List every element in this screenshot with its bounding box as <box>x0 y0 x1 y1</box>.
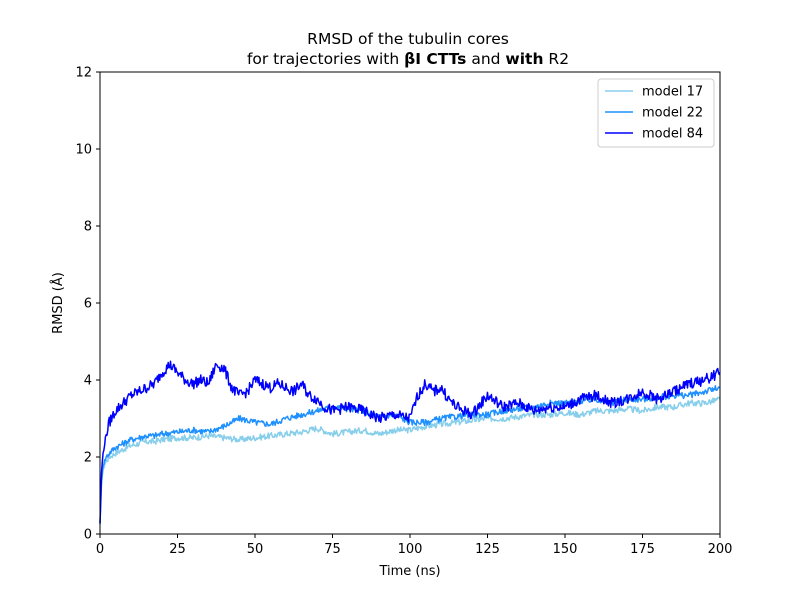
y-tick-label: 10 <box>75 143 92 158</box>
y-tick-label: 6 <box>84 297 92 312</box>
title-part: and <box>466 50 505 68</box>
x-tick-label: 150 <box>553 542 578 557</box>
x-tick-label: 100 <box>398 542 423 557</box>
title-part: βI CTTs <box>404 50 466 68</box>
legend: model 17 model 22 model 84 <box>597 78 715 148</box>
chart-title-line2: for trajectories with βI CTTs and with R… <box>247 50 569 68</box>
x-tick-label: 200 <box>708 542 733 557</box>
y-tick-label: 12 <box>75 66 92 81</box>
series-line-model-22 <box>99 385 721 524</box>
legend-label: model 22 <box>642 106 703 121</box>
y-tick-label: 4 <box>84 374 92 389</box>
legend-box <box>597 78 715 148</box>
title-part: for trajectories with <box>247 50 404 68</box>
title-part: R2 <box>544 50 570 68</box>
series-line-model-17 <box>99 396 721 525</box>
x-axis-label: Time (ns) <box>378 564 440 579</box>
y-tick-label: 2 <box>84 451 92 466</box>
x-tick-label: 25 <box>169 542 186 557</box>
x-tick-label: 50 <box>247 542 264 557</box>
x-tick-label: 0 <box>96 542 104 557</box>
legend-label: model 84 <box>642 127 703 142</box>
legend-label: model 17 <box>642 85 703 100</box>
x-axis: 0 25 50 75 100 125 150 175 200 <box>96 534 733 557</box>
series-line-model-84 <box>99 360 721 524</box>
x-tick-label: 175 <box>630 542 655 557</box>
y-tick-label: 8 <box>84 220 92 235</box>
y-tick-label: 0 <box>84 528 92 543</box>
y-axis: 0 2 4 6 8 10 12 <box>75 66 100 543</box>
chart-title-line1: RMSD of the tubulin cores <box>307 30 509 48</box>
x-tick-label: 75 <box>324 542 341 557</box>
series-layer <box>99 360 721 525</box>
title-part: with <box>505 50 543 68</box>
x-tick-label: 125 <box>475 542 500 557</box>
y-axis-label: RMSD (Å) <box>50 272 66 334</box>
